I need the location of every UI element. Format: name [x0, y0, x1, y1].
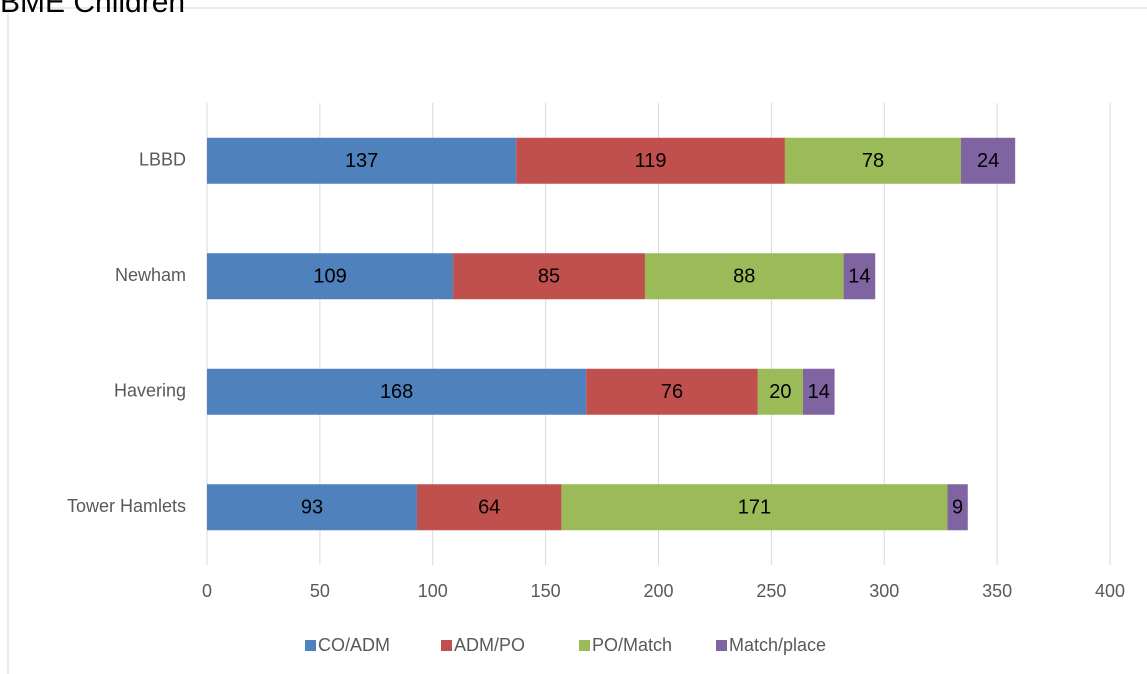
- data-label: 171: [738, 497, 771, 519]
- bar-segment: [586, 368, 758, 415]
- data-label: 78: [862, 150, 884, 172]
- legend-label: Match/place: [729, 635, 826, 655]
- bar-segment: [207, 484, 417, 531]
- x-tick-label: 350: [982, 581, 1012, 601]
- data-label: 9: [952, 497, 963, 519]
- data-label: 88: [733, 266, 755, 288]
- y-tick-label: Havering: [114, 381, 186, 401]
- data-label: 24: [977, 150, 999, 172]
- bar-segment: [757, 368, 803, 415]
- bar-segment: [207, 137, 517, 184]
- x-tick-label: 100: [418, 581, 448, 601]
- bar-segment: [843, 253, 876, 300]
- bar-segment: [802, 368, 835, 415]
- x-tick-label: 0: [202, 581, 212, 601]
- data-label: 20: [769, 381, 791, 403]
- y-tick-label: Newham: [115, 265, 186, 285]
- y-tick-label: Tower Hamlets: [67, 496, 186, 516]
- legend-label: CO/ADM: [318, 635, 390, 655]
- legend-swatch: [579, 640, 590, 651]
- x-tick-label: 50: [310, 581, 330, 601]
- data-label: 76: [661, 381, 683, 403]
- bar-segment: [453, 253, 645, 300]
- x-tick-label: 200: [643, 581, 673, 601]
- x-tick-label: 300: [869, 581, 899, 601]
- bar-segment: [416, 484, 562, 531]
- bar-segment: [516, 137, 785, 184]
- bar-segment: [207, 253, 454, 300]
- bar-segment: [947, 484, 968, 531]
- data-label: 168: [380, 381, 413, 403]
- chart-title: BME Children: [0, 0, 185, 19]
- x-tick-label: 150: [531, 581, 561, 601]
- legend-label: PO/Match: [592, 635, 672, 655]
- data-label: 137: [345, 150, 378, 172]
- chart-border: [7, 7, 1147, 674]
- bar-segment: [207, 368, 587, 415]
- data-label: 14: [808, 381, 830, 403]
- data-label: 109: [313, 266, 346, 288]
- bar-segment: [784, 137, 962, 184]
- legend-label: ADM/PO: [454, 635, 525, 655]
- legend-swatch: [305, 640, 316, 651]
- data-label: 93: [301, 497, 323, 519]
- data-label: 14: [848, 266, 870, 288]
- legend-swatch: [441, 640, 452, 651]
- y-tick-label: LBBD: [139, 150, 186, 170]
- data-label: 119: [635, 150, 667, 172]
- x-tick-label: 250: [756, 581, 786, 601]
- data-label: 64: [478, 497, 500, 519]
- x-tick-label: 400: [1095, 581, 1125, 601]
- bar-segment: [961, 137, 1016, 184]
- legend-swatch: [716, 640, 727, 651]
- bar-segment: [644, 253, 844, 300]
- bar-segment: [561, 484, 948, 531]
- data-label: 85: [538, 266, 560, 288]
